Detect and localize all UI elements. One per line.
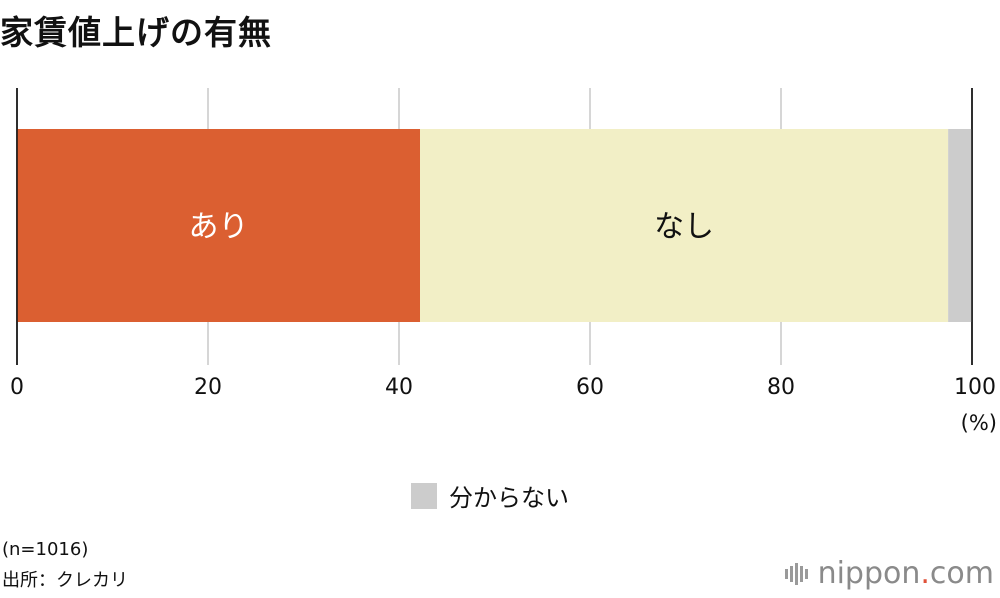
bar-segment-1 xyxy=(420,129,949,322)
bar-label-1: なし xyxy=(654,210,714,245)
legend: 分からない xyxy=(411,478,569,513)
logo-tld: com xyxy=(929,556,994,591)
stacked-bar-chart: あり なし 0 20 40 60 80 100 (%) xyxy=(10,88,997,435)
bar-segment-2 xyxy=(948,129,972,322)
tick-label-20: 20 xyxy=(194,375,222,400)
logo-dot: . xyxy=(920,556,930,591)
sample-size-note: (n=1016) xyxy=(2,539,89,560)
bar-segment-0 xyxy=(17,129,421,322)
tick-label-100: 100 xyxy=(954,375,996,400)
chart-title: 家賃値上げの有無 xyxy=(0,13,272,52)
legend-swatch xyxy=(411,482,437,509)
tick-label-80: 80 xyxy=(767,375,795,400)
logo-bars-icon xyxy=(784,562,810,585)
tick-label-0: 0 xyxy=(10,375,24,400)
tick-label-60: 60 xyxy=(576,375,604,400)
logo-brand: nippon xyxy=(817,556,921,591)
legend-label: 分からない xyxy=(449,484,569,512)
tick-label-40: 40 xyxy=(385,375,413,400)
source-note: 出所：クレカリ xyxy=(2,570,128,591)
axis-unit-label: (%) xyxy=(961,411,997,435)
bar-label-0: あり xyxy=(189,210,249,245)
nippon-logo: nippon. com xyxy=(784,556,994,591)
